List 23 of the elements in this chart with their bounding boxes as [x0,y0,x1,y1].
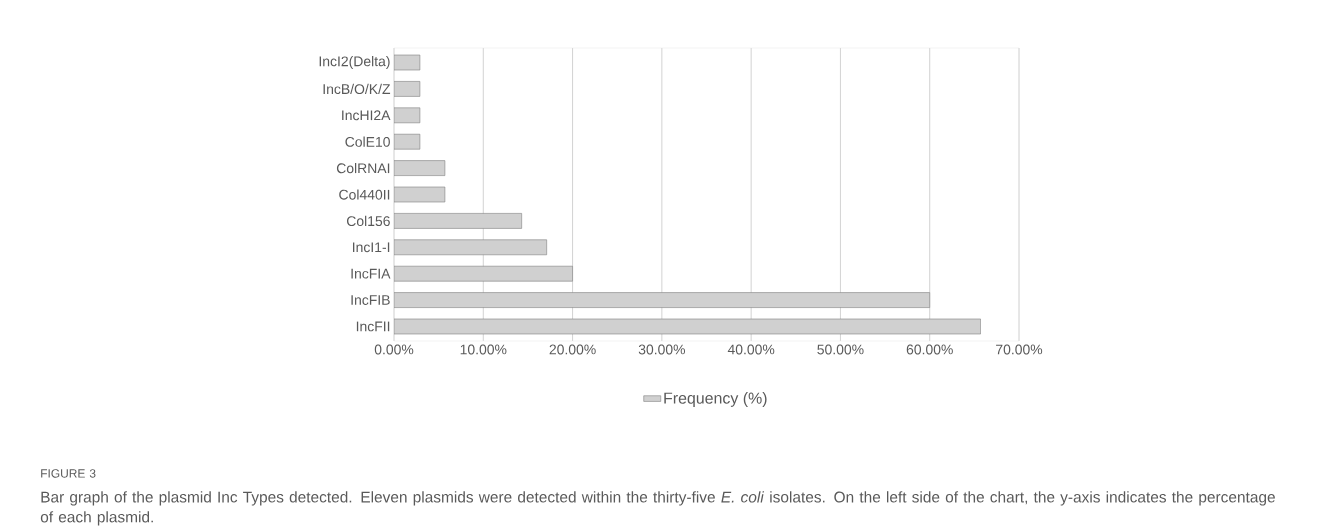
bar [394,160,446,176]
x-tick-label: 0.00% [374,344,414,355]
x-tick-label: 20.00% [549,344,596,355]
y-tick-label: IncI2(Delta) [319,56,390,70]
y-tick-label: IncFIB [351,295,390,305]
y-tick-label: ColRNAI [336,162,390,174]
y-tick-label: ColE10 [345,136,390,147]
x-tick-label: 10.00% [460,344,507,355]
y-tick-label: IncI1-I [353,242,390,253]
y-tick-label: IncFIA [351,268,391,279]
y-tick-label: IncB/O/K/Z [323,83,391,95]
y-tick-label: IncFII [356,321,390,332]
y-tick-label: IncHI2A [342,110,391,121]
x-tick-label: 40.00% [727,344,775,355]
y-tick-label: Col440II [339,189,390,200]
x-tick-label: 70.00% [996,344,1043,355]
x-tick-label: 60.00% [906,344,953,355]
legend-label: Frequency (%) [664,392,767,407]
caption: FIGURE 3 [41,469,96,478]
x-tick-label: 50.00% [817,344,864,355]
text: Bar graph of the plasmid Inc Types detected. Eleven plasmids were detected within the thirty-five E. coli isolates. On the left side of the chart, the y-axis indicates the percentage of each plasmid. [40,491,1275,526]
x-tick-label: 30.00% [638,344,686,355]
y-tick-label: Col156 [346,215,390,227]
